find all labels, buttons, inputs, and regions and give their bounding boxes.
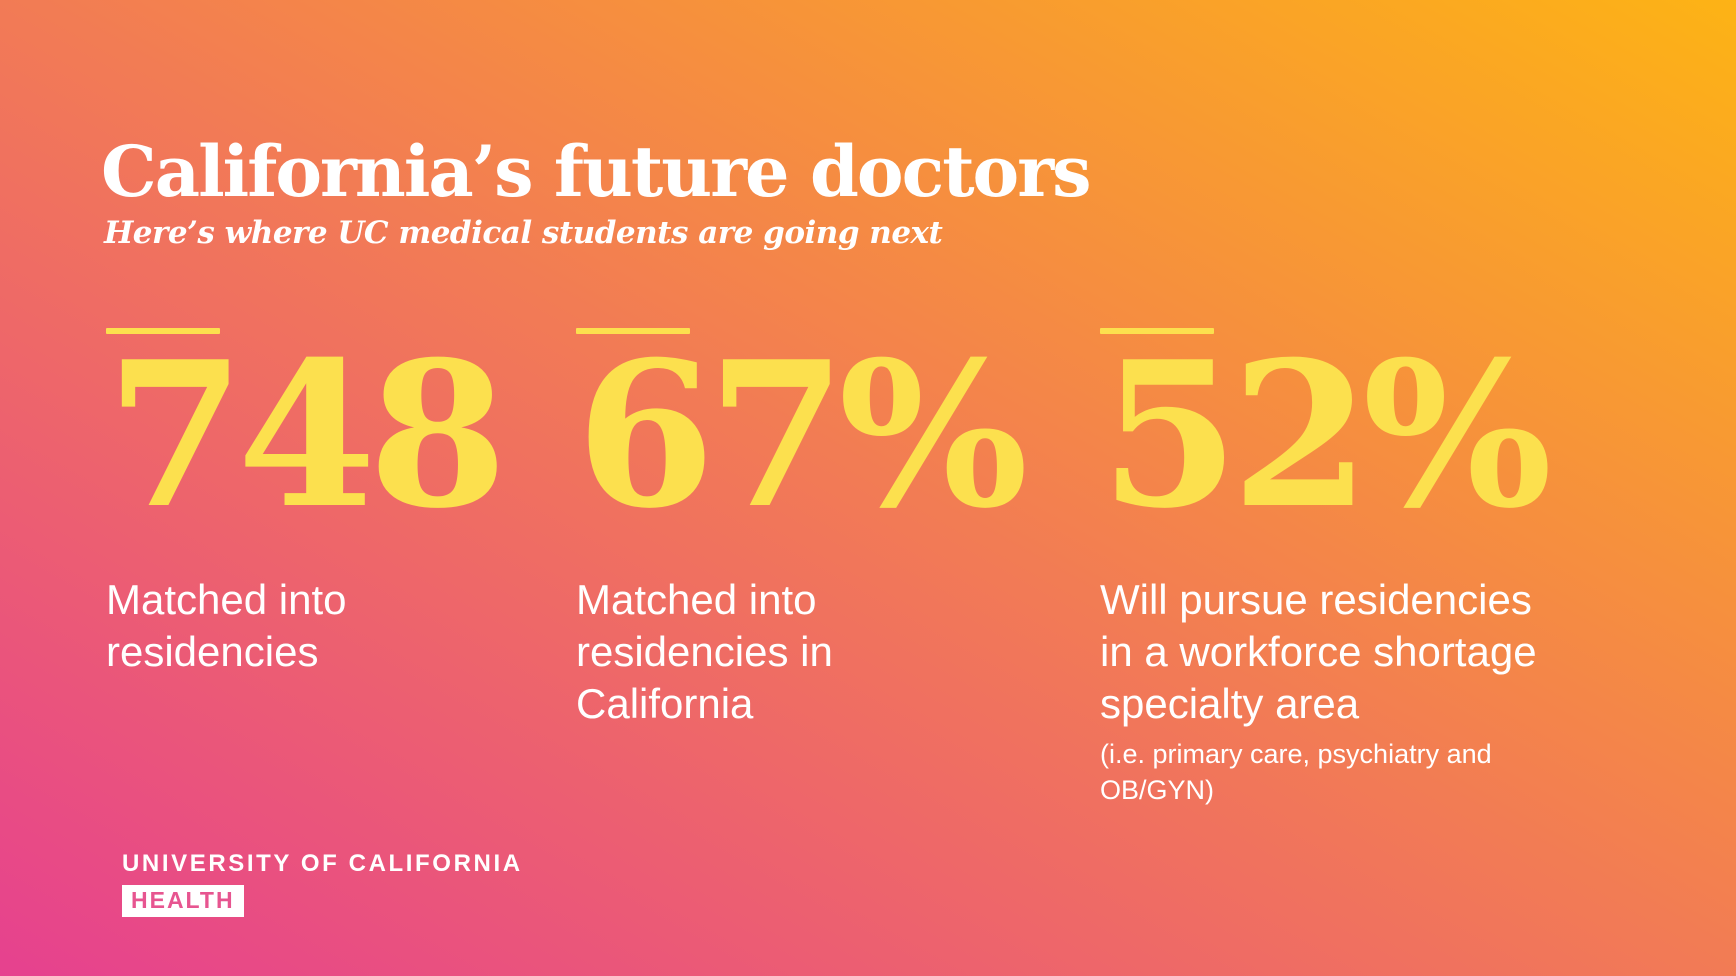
stat-matched-california: 67% Matched into residencies in Californ… [576,328,1056,848]
stat-desc-line: residencies [106,628,319,675]
uc-wordmark: UNIVERSITY OF CALIFORNIA [122,850,523,877]
stat-footnote: (i.e. primary care, psychiatry and OB/GY… [1100,736,1492,808]
stat-description: Matched into residencies in California [576,574,833,730]
stat-footnote-line: (i.e. primary care, psychiatry and [1100,739,1492,769]
stat-desc-line: Matched into [106,576,347,623]
stat-description: Will pursue residencies in a workforce s… [1100,574,1537,730]
stat-matched-residencies: 748 Matched into residencies [106,328,536,848]
stat-workforce-shortage: 52% Will pursue residencies in a workfor… [1100,328,1660,848]
stat-desc-line: in a workforce shortage [1100,628,1537,675]
health-badge: HEALTH [122,885,244,917]
stat-desc-line: specialty area [1100,680,1360,727]
stat-value: 52% [1100,318,1552,553]
page-title: California’s future doctors [101,129,1092,213]
stat-footnote-line: OB/GYN) [1100,775,1215,805]
stat-desc-line: Will pursue residencies [1100,576,1532,623]
accent-dash [106,328,220,334]
accent-dash [576,328,690,334]
uc-health-logo: UNIVERSITY OF CALIFORNIA HEALTH [122,850,523,917]
stat-desc-line: residencies in [576,628,833,675]
accent-dash [1100,328,1214,334]
stat-desc-line: California [576,680,754,727]
stat-value: 748 [106,318,507,553]
subtitle: Here’s where UC medical students are goi… [104,215,943,251]
stat-desc-line: Matched into [576,576,817,623]
stat-value: 67% [576,318,1028,553]
stat-description: Matched into residencies [106,574,346,678]
